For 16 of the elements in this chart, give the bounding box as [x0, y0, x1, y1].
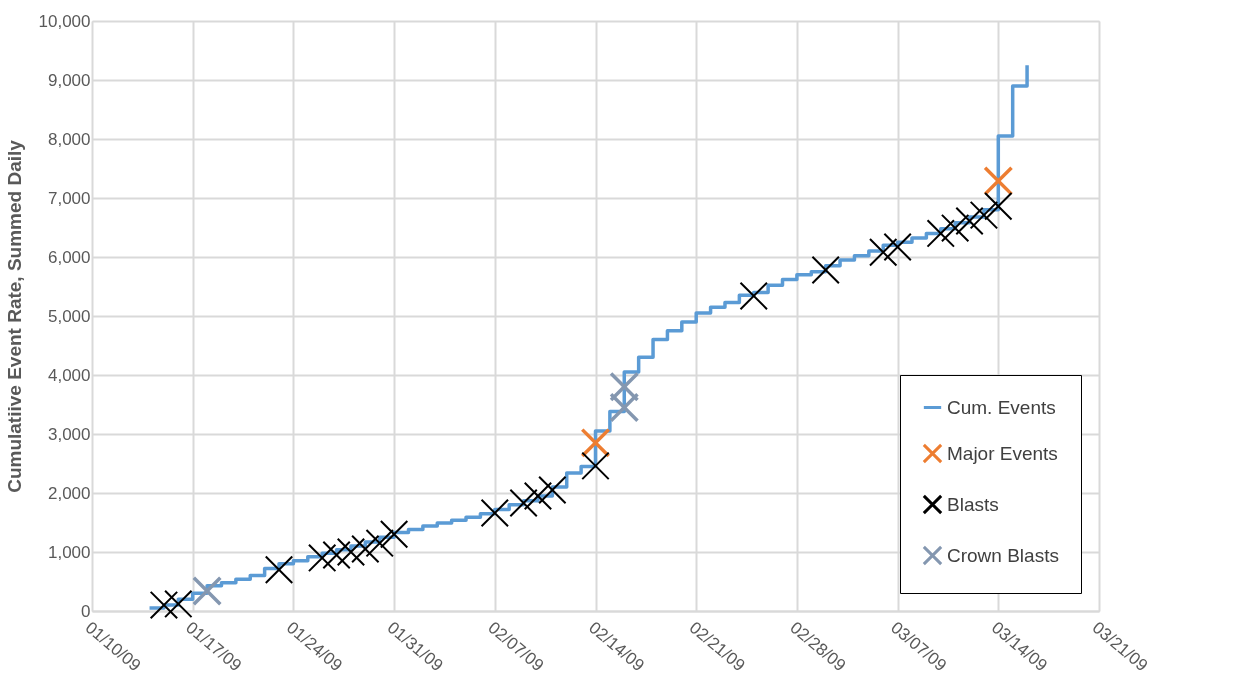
y-tick-label: 3,000: [47, 424, 91, 444]
legend-label: Cum. Events: [947, 396, 1056, 418]
legend-label: Blasts: [947, 493, 999, 515]
y-tick-label: 9,000: [47, 70, 91, 90]
y-tick-label: 6,000: [47, 247, 91, 267]
y-tick-label: 5,000: [47, 306, 91, 326]
y-tick-label: 8,000: [47, 129, 91, 149]
y-tick-label: 0: [81, 601, 91, 621]
y-tick-label: 7,000: [47, 188, 91, 208]
y-tick-label: 2,000: [47, 483, 91, 503]
y-tick-label: 10,000: [38, 11, 91, 31]
y-axis-title: Cumulatiive Event Rate, Summed Daily: [3, 139, 25, 493]
y-tick-label: 1,000: [47, 542, 91, 562]
y-tick-label: 4,000: [47, 365, 91, 385]
legend-label: Crown Blasts: [947, 544, 1059, 566]
legend-label: Major Events: [947, 442, 1058, 464]
